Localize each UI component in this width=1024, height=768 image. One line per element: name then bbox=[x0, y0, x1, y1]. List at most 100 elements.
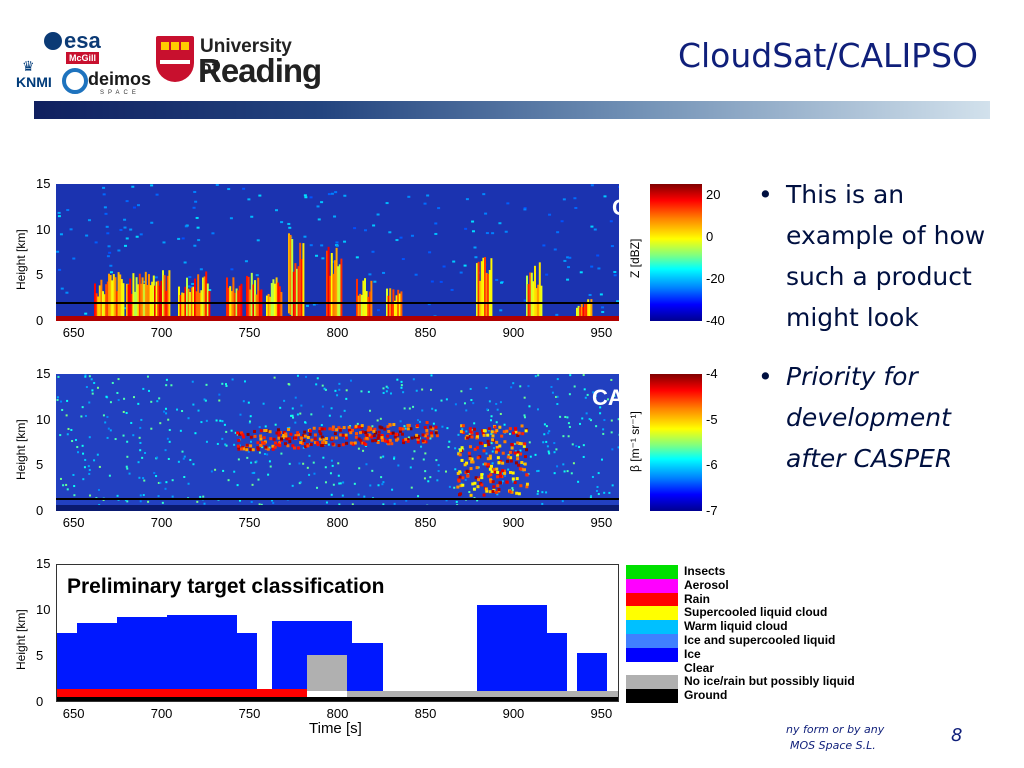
lidar-cloud bbox=[328, 427, 332, 431]
lidar-noise bbox=[501, 472, 504, 475]
lidar-noise bbox=[70, 428, 73, 431]
lidar-noise bbox=[225, 444, 228, 447]
lidar-noise bbox=[562, 435, 565, 438]
lidar-noise bbox=[126, 455, 129, 458]
radar-echo bbox=[332, 273, 335, 321]
lidar-cloud bbox=[260, 441, 264, 445]
radar-noise bbox=[430, 280, 434, 283]
lidar-noise bbox=[437, 470, 440, 473]
lidar-cloud bbox=[491, 489, 495, 493]
radar-noise bbox=[150, 184, 154, 187]
lidar-noise bbox=[266, 453, 269, 456]
lidar-noise bbox=[382, 387, 385, 390]
lidar-cloud bbox=[400, 432, 404, 436]
lidar-noise bbox=[142, 494, 145, 497]
legend-swatch bbox=[626, 633, 678, 648]
lidar-cloud bbox=[402, 441, 406, 445]
lidar-noise bbox=[104, 421, 107, 424]
esa-logo: esa bbox=[44, 28, 101, 54]
radar-noise bbox=[177, 237, 181, 240]
lidar-cloud bbox=[487, 427, 491, 431]
radar-noise bbox=[463, 264, 467, 267]
lidar-noise bbox=[393, 502, 396, 505]
radar-noise bbox=[123, 244, 127, 247]
radar-echo bbox=[203, 276, 206, 321]
lidar-cloud bbox=[502, 430, 506, 434]
radar-echo bbox=[160, 280, 163, 321]
lidar-noise bbox=[578, 422, 581, 425]
x-tick-label: 900 bbox=[502, 515, 525, 530]
lidar-noise bbox=[60, 400, 63, 403]
lidar-noise bbox=[336, 394, 339, 397]
lidar-cloud bbox=[341, 443, 345, 447]
lidar-noise bbox=[93, 381, 96, 384]
radar-noise bbox=[193, 244, 197, 247]
lidar-noise bbox=[537, 374, 540, 377]
legend-label: Insects bbox=[684, 564, 726, 578]
lidar-noise bbox=[393, 456, 396, 459]
lidar-cloud bbox=[495, 429, 499, 433]
lidar-cloud bbox=[425, 420, 429, 424]
lidar-noise bbox=[437, 464, 440, 467]
radar-echo bbox=[532, 281, 535, 321]
radar-echo bbox=[484, 256, 486, 317]
lidar-cloud bbox=[525, 482, 529, 486]
lidar-noise bbox=[482, 463, 485, 466]
classification-ylabel: Height [km] bbox=[14, 609, 28, 670]
lidar-noise bbox=[56, 398, 59, 401]
lidar-cloud bbox=[282, 430, 286, 434]
radar-echo bbox=[234, 292, 236, 321]
lidar-cloud bbox=[294, 434, 298, 438]
radar-noise bbox=[428, 251, 432, 254]
radar-noise bbox=[523, 207, 527, 210]
lidar-cloud bbox=[376, 440, 380, 444]
radar-echo bbox=[200, 290, 203, 321]
lidar-noise bbox=[268, 460, 271, 463]
lidar-noise bbox=[215, 419, 218, 422]
lidar-cloud bbox=[380, 438, 384, 442]
lidar-noise bbox=[391, 488, 394, 491]
lidar-noise bbox=[137, 402, 140, 405]
lidar-noise bbox=[440, 399, 443, 402]
lidar-noise bbox=[88, 472, 91, 475]
lidar-noise bbox=[338, 382, 341, 385]
radar-echo bbox=[230, 291, 233, 321]
lidar-noise bbox=[234, 431, 237, 434]
lidar-noise bbox=[434, 409, 437, 412]
lidar-cloud bbox=[259, 444, 263, 448]
lidar-cloud bbox=[284, 434, 288, 438]
lidar-noise bbox=[360, 390, 363, 393]
lidar-noise bbox=[600, 458, 603, 461]
lidar-noise bbox=[261, 446, 264, 449]
lidar-noise bbox=[231, 378, 234, 381]
radar-echo bbox=[588, 302, 591, 321]
lidar-noise bbox=[299, 412, 302, 415]
lidar-noise bbox=[239, 413, 242, 416]
lidar-noise bbox=[187, 417, 190, 420]
lidar-noise bbox=[202, 495, 205, 498]
lidar-noise bbox=[537, 469, 540, 472]
lidar-cloud bbox=[253, 429, 257, 433]
radar-noise bbox=[102, 186, 106, 189]
lidar-noise bbox=[205, 419, 208, 422]
lidar-noise bbox=[227, 479, 230, 482]
radar-echo bbox=[235, 288, 238, 321]
lidar-cloud bbox=[471, 460, 475, 464]
lidar-noise bbox=[610, 419, 613, 422]
lidar-noise bbox=[543, 423, 546, 426]
lidar-noise bbox=[73, 485, 76, 488]
lidar-noise bbox=[253, 471, 256, 474]
radar-echo bbox=[359, 293, 362, 321]
lidar-noise bbox=[291, 407, 294, 410]
lidar-cloud bbox=[489, 464, 493, 468]
lidar-noise bbox=[578, 445, 581, 448]
radar-echo bbox=[387, 295, 390, 321]
lidar-noise bbox=[511, 487, 514, 490]
radar-noise bbox=[471, 230, 475, 233]
radar-echo bbox=[584, 303, 586, 321]
lidar-noise bbox=[371, 469, 374, 472]
lidar-cloud bbox=[503, 440, 507, 444]
ice-region bbox=[577, 653, 607, 691]
radar-echo bbox=[151, 281, 154, 321]
legend-label: Supercooled liquid cloud bbox=[684, 605, 828, 620]
